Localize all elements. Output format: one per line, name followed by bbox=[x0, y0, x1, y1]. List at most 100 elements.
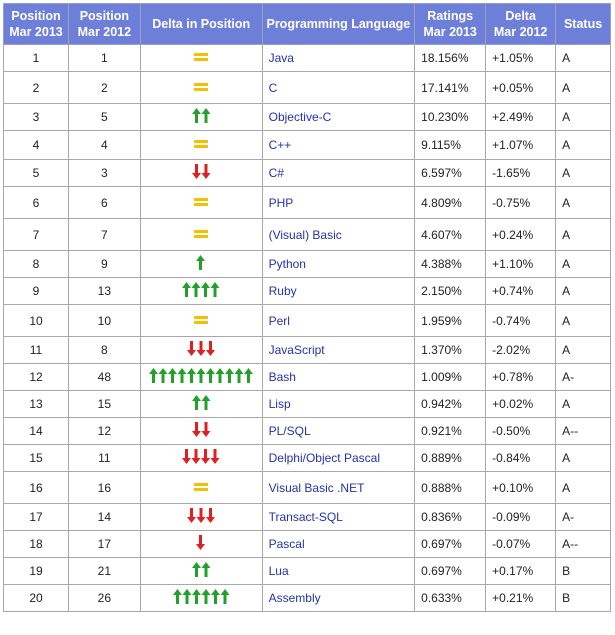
table-row: 2 2 C 17.141% +0.05% A bbox=[3, 71, 611, 104]
table-cell: C bbox=[261, 71, 416, 104]
table-cell: Perl bbox=[261, 304, 416, 337]
table-cell bbox=[139, 557, 263, 585]
up-arrow bbox=[191, 589, 201, 604]
table-row: 5 3 C# 6.597% -1.65% A bbox=[3, 159, 611, 187]
table-cell: +1.07% bbox=[485, 130, 557, 160]
header-cell: Position Mar 2012 bbox=[67, 3, 141, 45]
ranking-table: Position Mar 2013 Position Mar 2012 Delta in… bbox=[3, 3, 611, 612]
equal-bar bbox=[194, 58, 209, 61]
table-cell: Ruby bbox=[261, 277, 416, 305]
table-row: 19 21 Lua 0.697% +0.17% B bbox=[3, 557, 611, 585]
delta-icon bbox=[191, 108, 211, 123]
table-cell: Lisp bbox=[261, 390, 416, 418]
table-row: 10 10 Perl 1.959% -0.74% A bbox=[3, 304, 611, 337]
table-cell bbox=[139, 103, 263, 131]
table-cell: +1.05% bbox=[485, 44, 557, 72]
table-row: 17 14 Transact-SQL 0.836% -0.09% A- bbox=[3, 503, 611, 531]
up-arrow bbox=[158, 368, 168, 383]
table-cell: A bbox=[555, 277, 611, 305]
table-cell: 18.156% bbox=[414, 44, 487, 72]
table-cell: 0.942% bbox=[414, 390, 487, 418]
down-arrow bbox=[196, 341, 206, 356]
delta-icon bbox=[196, 535, 206, 550]
table-cell: +0.17% bbox=[485, 557, 557, 585]
equal-bar bbox=[194, 487, 209, 491]
table-row: 6 6 PHP 4.809% -0.75% A bbox=[3, 186, 611, 219]
equal-bar bbox=[194, 87, 209, 91]
table-cell: A-- bbox=[555, 417, 611, 445]
table-cell bbox=[139, 130, 263, 160]
table-cell: 10 bbox=[3, 304, 69, 337]
table-cell: 10.230% bbox=[414, 103, 487, 131]
equal-bar bbox=[194, 229, 209, 233]
delta-icon bbox=[186, 508, 215, 523]
table-cell bbox=[139, 390, 263, 418]
table-cell: 13 bbox=[3, 390, 69, 418]
table-cell: 5 bbox=[67, 103, 141, 131]
table-cell: Lua bbox=[261, 557, 416, 585]
table-cell: -1.65% bbox=[485, 159, 557, 187]
table-cell: -0.84% bbox=[485, 444, 557, 472]
down-arrow bbox=[196, 535, 206, 550]
table-cell: 2 bbox=[67, 71, 141, 104]
table-cell: +0.10% bbox=[485, 471, 557, 504]
table-cell: 6 bbox=[67, 186, 141, 219]
table-row: 18 17 Pascal 0.697% -0.07% A-- bbox=[3, 530, 611, 558]
table-cell bbox=[139, 186, 263, 219]
up-arrow bbox=[210, 282, 220, 297]
table-cell: 17 bbox=[67, 530, 141, 558]
up-arrow bbox=[234, 368, 244, 383]
table-cell: C++ bbox=[261, 130, 416, 160]
table-cell: PL/SQL bbox=[261, 417, 416, 445]
header-cell: Delta Mar 2012 bbox=[485, 3, 557, 45]
table-cell: 6.597% bbox=[414, 159, 487, 187]
table-cell: B bbox=[555, 584, 611, 612]
table-cell: A bbox=[555, 159, 611, 187]
table-cell: Delphi/Object Pascal bbox=[261, 444, 416, 472]
delta-icon bbox=[194, 53, 209, 61]
delta-icon bbox=[194, 315, 209, 324]
table-cell bbox=[139, 159, 263, 187]
table-cell: A bbox=[555, 44, 611, 72]
table-cell: 16 bbox=[3, 471, 69, 504]
table-cell: 0.889% bbox=[414, 444, 487, 472]
delta-icon bbox=[191, 562, 211, 577]
table-row: 12 48 Bash 1.009% +0.78% A- bbox=[3, 363, 611, 391]
header-text: Position bbox=[11, 9, 61, 23]
table-cell bbox=[139, 503, 263, 531]
table-cell: 7 bbox=[67, 218, 141, 251]
table-cell: B bbox=[555, 557, 611, 585]
down-arrow bbox=[201, 164, 211, 179]
table-row: 15 11 Delphi/Object Pascal 0.889% -0.84% A bbox=[3, 444, 611, 472]
table-cell: Visual Basic .NET bbox=[261, 471, 416, 504]
table-cell: 1 bbox=[67, 44, 141, 72]
delta-icon bbox=[194, 229, 209, 238]
up-arrow bbox=[210, 589, 220, 604]
delta-icon bbox=[194, 482, 209, 491]
table-cell: -0.74% bbox=[485, 304, 557, 337]
table-cell: A bbox=[555, 103, 611, 131]
equal-bar bbox=[194, 234, 209, 238]
table-cell: A bbox=[555, 336, 611, 364]
table-row: 9 13 Ruby 2.150% +0.74% A bbox=[3, 277, 611, 305]
table-cell: 0.633% bbox=[414, 584, 487, 612]
table-cell: 6 bbox=[3, 186, 69, 219]
header-text: Mar 2013 bbox=[423, 25, 477, 39]
table-cell: 1 bbox=[3, 44, 69, 72]
up-arrow bbox=[167, 368, 177, 383]
table-cell: Assembly bbox=[261, 584, 416, 612]
table-cell bbox=[139, 250, 263, 278]
down-arrow bbox=[182, 449, 192, 464]
table-cell: Python bbox=[261, 250, 416, 278]
equal-bar bbox=[194, 202, 209, 206]
down-arrow bbox=[196, 508, 206, 523]
table-cell: +0.05% bbox=[485, 71, 557, 104]
header-cell: Status bbox=[555, 3, 611, 45]
equal-bar bbox=[194, 53, 209, 56]
table-cell: +0.78% bbox=[485, 363, 557, 391]
table-cell: 2 bbox=[3, 71, 69, 104]
down-arrow bbox=[201, 449, 211, 464]
table-cell: Pascal bbox=[261, 530, 416, 558]
delta-icon bbox=[148, 368, 253, 383]
table-cell: 11 bbox=[3, 336, 69, 364]
